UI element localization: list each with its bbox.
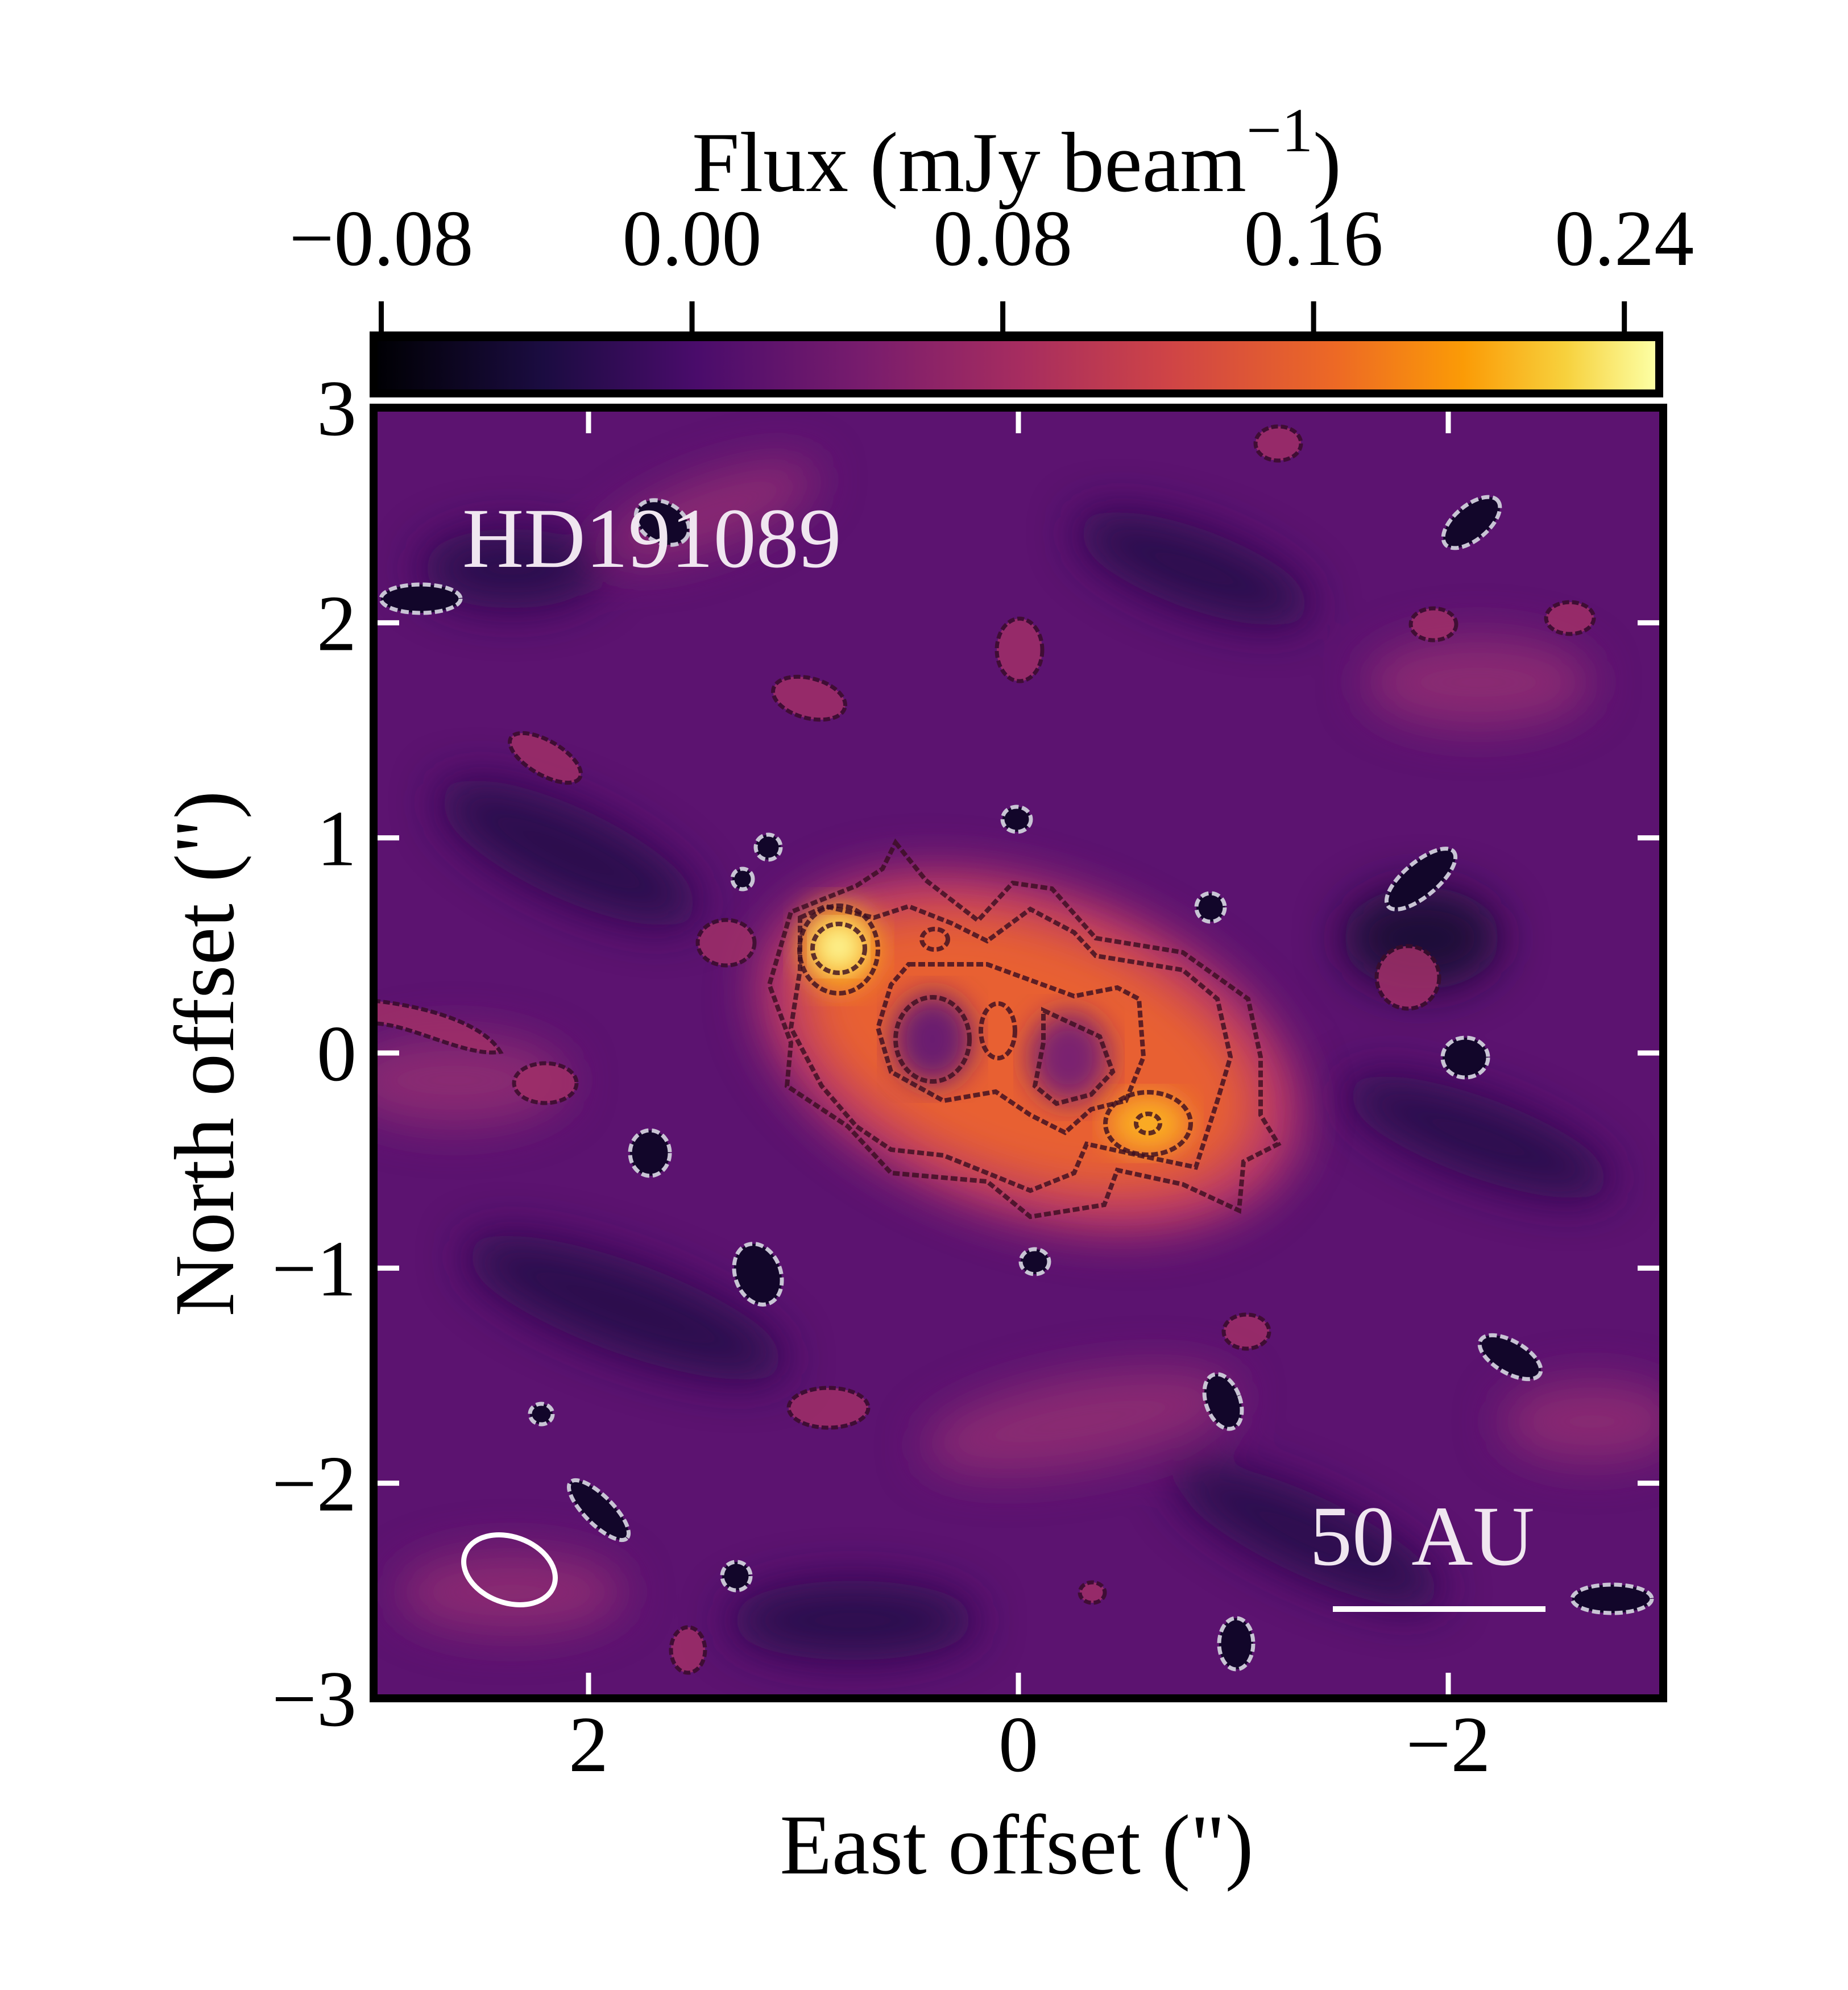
x-tick-label: −2 <box>1406 1701 1491 1789</box>
tick-marks <box>374 408 1663 1698</box>
x-axis-label: East offset (") <box>780 1798 1253 1892</box>
y-tick-label: 1 <box>317 795 357 883</box>
x-tick-label: 2 <box>569 1701 608 1789</box>
beam-ellipse <box>461 1532 558 1607</box>
y-tick-label: −3 <box>272 1655 357 1743</box>
y-tick-label: −2 <box>272 1440 357 1528</box>
disk-emission <box>756 869 1303 1235</box>
colorbar-ticks: −0.08 0.00 0.08 0.16 0.24 <box>289 194 1694 331</box>
scale-bar-label: 50 AU <box>1310 1489 1535 1583</box>
disk-contours <box>766 838 1282 1220</box>
colorbar-label: Flux (mJy beam−1) <box>692 96 1341 210</box>
colorbar-tick-label: 0.08 <box>933 194 1072 283</box>
x-tick-labels: 2 0 −2 <box>569 1701 1490 1789</box>
colorbar-tick-label: 0.16 <box>1244 194 1383 283</box>
x-tick-label: 0 <box>998 1701 1038 1789</box>
colorbar-tick-label: 0.00 <box>623 194 762 283</box>
colorbar-tick-label: −0.08 <box>289 194 474 283</box>
y-tick-labels: 3 2 1 0 −1 −2 −3 <box>272 364 357 1743</box>
plot-frame <box>370 404 1667 1702</box>
y-tick-label: 0 <box>317 1010 357 1098</box>
object-label: HD191089 <box>462 491 842 586</box>
positive-noise-contours <box>374 424 1596 1675</box>
y-tick-label: 2 <box>317 579 357 668</box>
y-tick-label: −1 <box>272 1225 357 1313</box>
colorbar-tick-label: 0.24 <box>1555 194 1694 283</box>
image-plot: HD191089 50 AU <box>374 408 1663 1698</box>
y-tick-label: 3 <box>317 364 357 453</box>
y-axis-label: North offset (") <box>158 791 252 1317</box>
colorbar-gradient <box>378 341 1655 389</box>
negative-contours <box>379 495 1654 1672</box>
